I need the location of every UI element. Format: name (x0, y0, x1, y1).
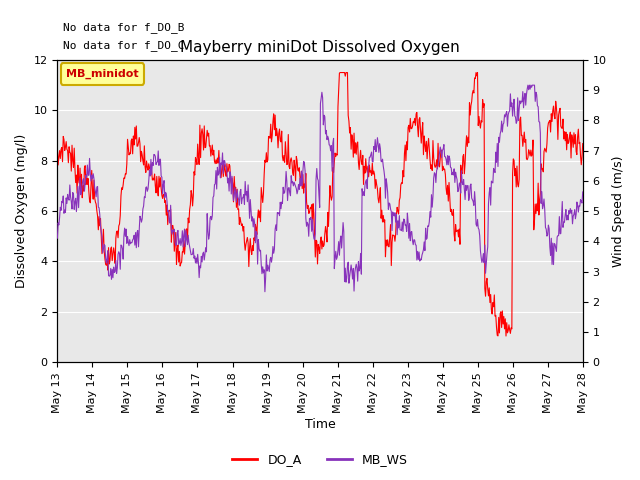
Y-axis label: Dissolved Oxygen (mg/l): Dissolved Oxygen (mg/l) (15, 134, 28, 288)
Title: Mayberry miniDot Dissolved Oxygen: Mayberry miniDot Dissolved Oxygen (180, 40, 460, 55)
Legend: DO_A, MB_WS: DO_A, MB_WS (227, 448, 413, 471)
Text: No data for f_DO_B: No data for f_DO_B (63, 22, 184, 33)
Text: No data for f_DO_C: No data for f_DO_C (63, 40, 184, 51)
Y-axis label: Wind Speed (m/s): Wind Speed (m/s) (612, 156, 625, 267)
X-axis label: Time: Time (305, 419, 335, 432)
